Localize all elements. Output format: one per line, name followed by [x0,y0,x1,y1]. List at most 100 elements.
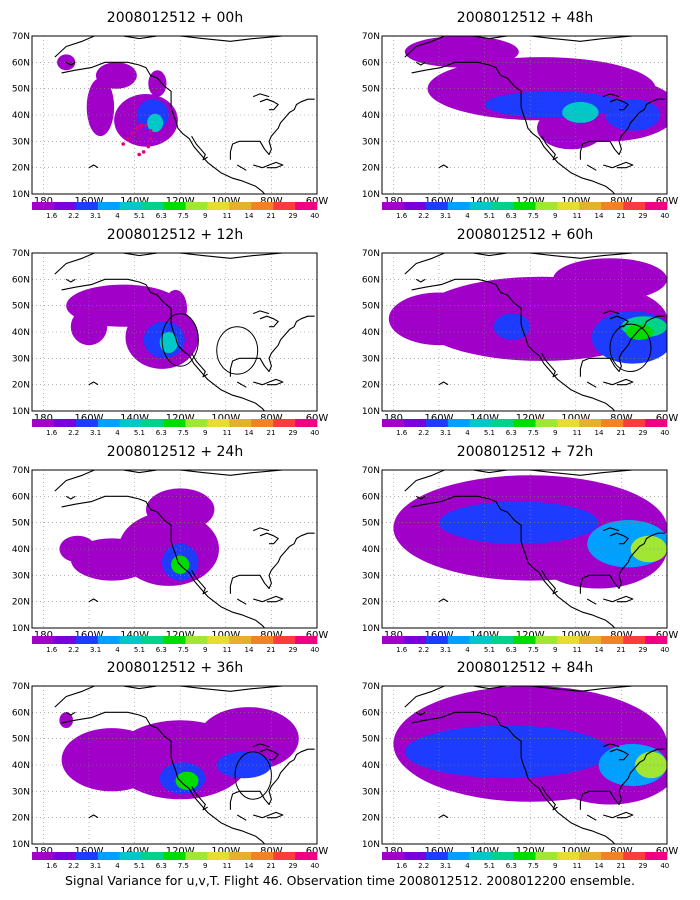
colorbar-label: 2.2 [68,429,79,437]
colorbar-swatch [141,202,164,210]
coastline [61,711,266,844]
colorbar-label: 4 [115,429,120,437]
colorbar-swatch [403,852,427,860]
y-tick-label: 30N [362,137,380,147]
coastline [54,686,317,708]
colorbar-swatch [273,202,296,210]
colorbar-label: 5.1 [134,429,145,437]
colorbar-swatch [645,636,668,644]
y-tick-label: 20N [362,381,380,391]
colorbar-swatch [229,636,252,644]
colorbar-label: 2.2 [418,862,429,870]
coastline [415,495,426,500]
colorbar-label: 29 [288,646,297,654]
flight-track-dot [139,123,144,128]
colorbar-label: 1.6 [396,862,408,870]
colorbar-label: 5.1 [484,862,495,870]
coastline [65,61,76,66]
x-tick-label: 140W [470,196,499,207]
colorbar-label: 4 [465,212,470,220]
coastline [586,598,597,605]
x-tick-label: 120W [166,630,195,641]
map-frame [31,469,318,629]
colorbar-swatch [579,419,602,427]
x-tick-label: 140W [120,630,149,641]
colorbar-swatch [535,636,558,644]
colorbar-label: 5.1 [484,646,495,654]
x-tick-label: 140W [470,630,499,641]
colorbar-label: 1.6 [46,429,58,437]
colorbar-swatch [579,636,602,644]
colorbar-swatch [425,852,448,860]
coastline [61,278,266,411]
colorbar-swatch [469,202,492,210]
colorbar-label: 6.3 [506,212,517,220]
coastline [253,811,284,819]
map-content [32,686,317,844]
colorbar-label: 21 [617,646,626,654]
coastline [415,711,426,716]
flight-track-dot [130,131,135,136]
colorbar-swatch [425,636,448,644]
coastline [603,595,634,603]
coastline [609,98,629,111]
colorbar-swatch [557,852,580,860]
y-tick-label: 50N [362,735,380,745]
colorbar-label: 1.6 [46,862,58,870]
coastline [252,527,270,532]
colorbar-label: 11 [223,862,232,870]
colorbar-label: 4 [465,646,470,654]
colorbar-label: 6.3 [506,646,517,654]
coastline [54,470,317,492]
colorbar-swatch [273,636,296,644]
coastline [88,164,99,169]
y-tick-label: 10N [362,840,380,850]
colorbar-label: 2.2 [68,212,79,220]
colorbar-swatch [403,419,427,427]
colorbar-label: 29 [288,212,297,220]
panel-title: 2008012512 + 12h [106,227,244,243]
x-tick-label: 60W [656,413,679,424]
x-tick-label: 120W [166,846,195,857]
colorbar-label: 9 [203,212,207,220]
y-tick-label: 60N [362,492,380,502]
variance-contour [95,62,137,89]
x-tick-label: 180 [34,196,53,207]
colorbar-label: 5.1 [134,862,145,870]
map-plot: 70N 60N 50N 40N 30N 20N 10N 180 160W 140W 120W 100W… [362,466,679,654]
variance-contour [147,113,164,133]
colorbar-label: 7.5 [178,212,189,220]
coastline [65,495,76,500]
colorbar-label: 40 [660,429,669,437]
map-panel-5: 2008012512 + 24h 70N 60N 50N 40N 30N 20N 10N 18… [0,442,350,667]
variance-contour [175,771,199,790]
map-content [32,253,317,411]
colorbar-swatch [119,419,142,427]
colorbar-label: 7.5 [528,429,539,437]
x-tick-label: 140W [470,413,499,424]
coastline [579,315,665,377]
colorbar-swatch [645,852,668,860]
coastline [438,598,449,603]
colorbar-label: 9 [553,212,557,220]
coastline [259,315,279,328]
x-tick-label: 120W [516,413,545,424]
map-plot: 70N 60N 50N 40N 30N 20N 10N 180 160W 140W 120W 100W… [12,249,329,437]
colorbar-swatch [273,419,296,427]
x-tick-label: 60W [656,846,679,857]
panel-title: 2008012512 + 72h [456,444,594,460]
coastline [603,811,634,819]
coastline [252,93,270,98]
colorbar-label: 5.1 [134,646,145,654]
colorbar-label: 21 [617,862,626,870]
colorbar-swatch [601,636,624,644]
x-tick-label: 100W [561,196,590,207]
x-tick-label: 140W [120,413,149,424]
x-tick-label: 140W [120,196,149,207]
colorbar-swatch [97,636,120,644]
colorbar-swatch [513,852,536,860]
map-frame [31,252,318,412]
x-tick-label: 140W [470,846,499,857]
x-tick-label: 80W [610,196,633,207]
x-tick-label: 60W [656,196,679,207]
